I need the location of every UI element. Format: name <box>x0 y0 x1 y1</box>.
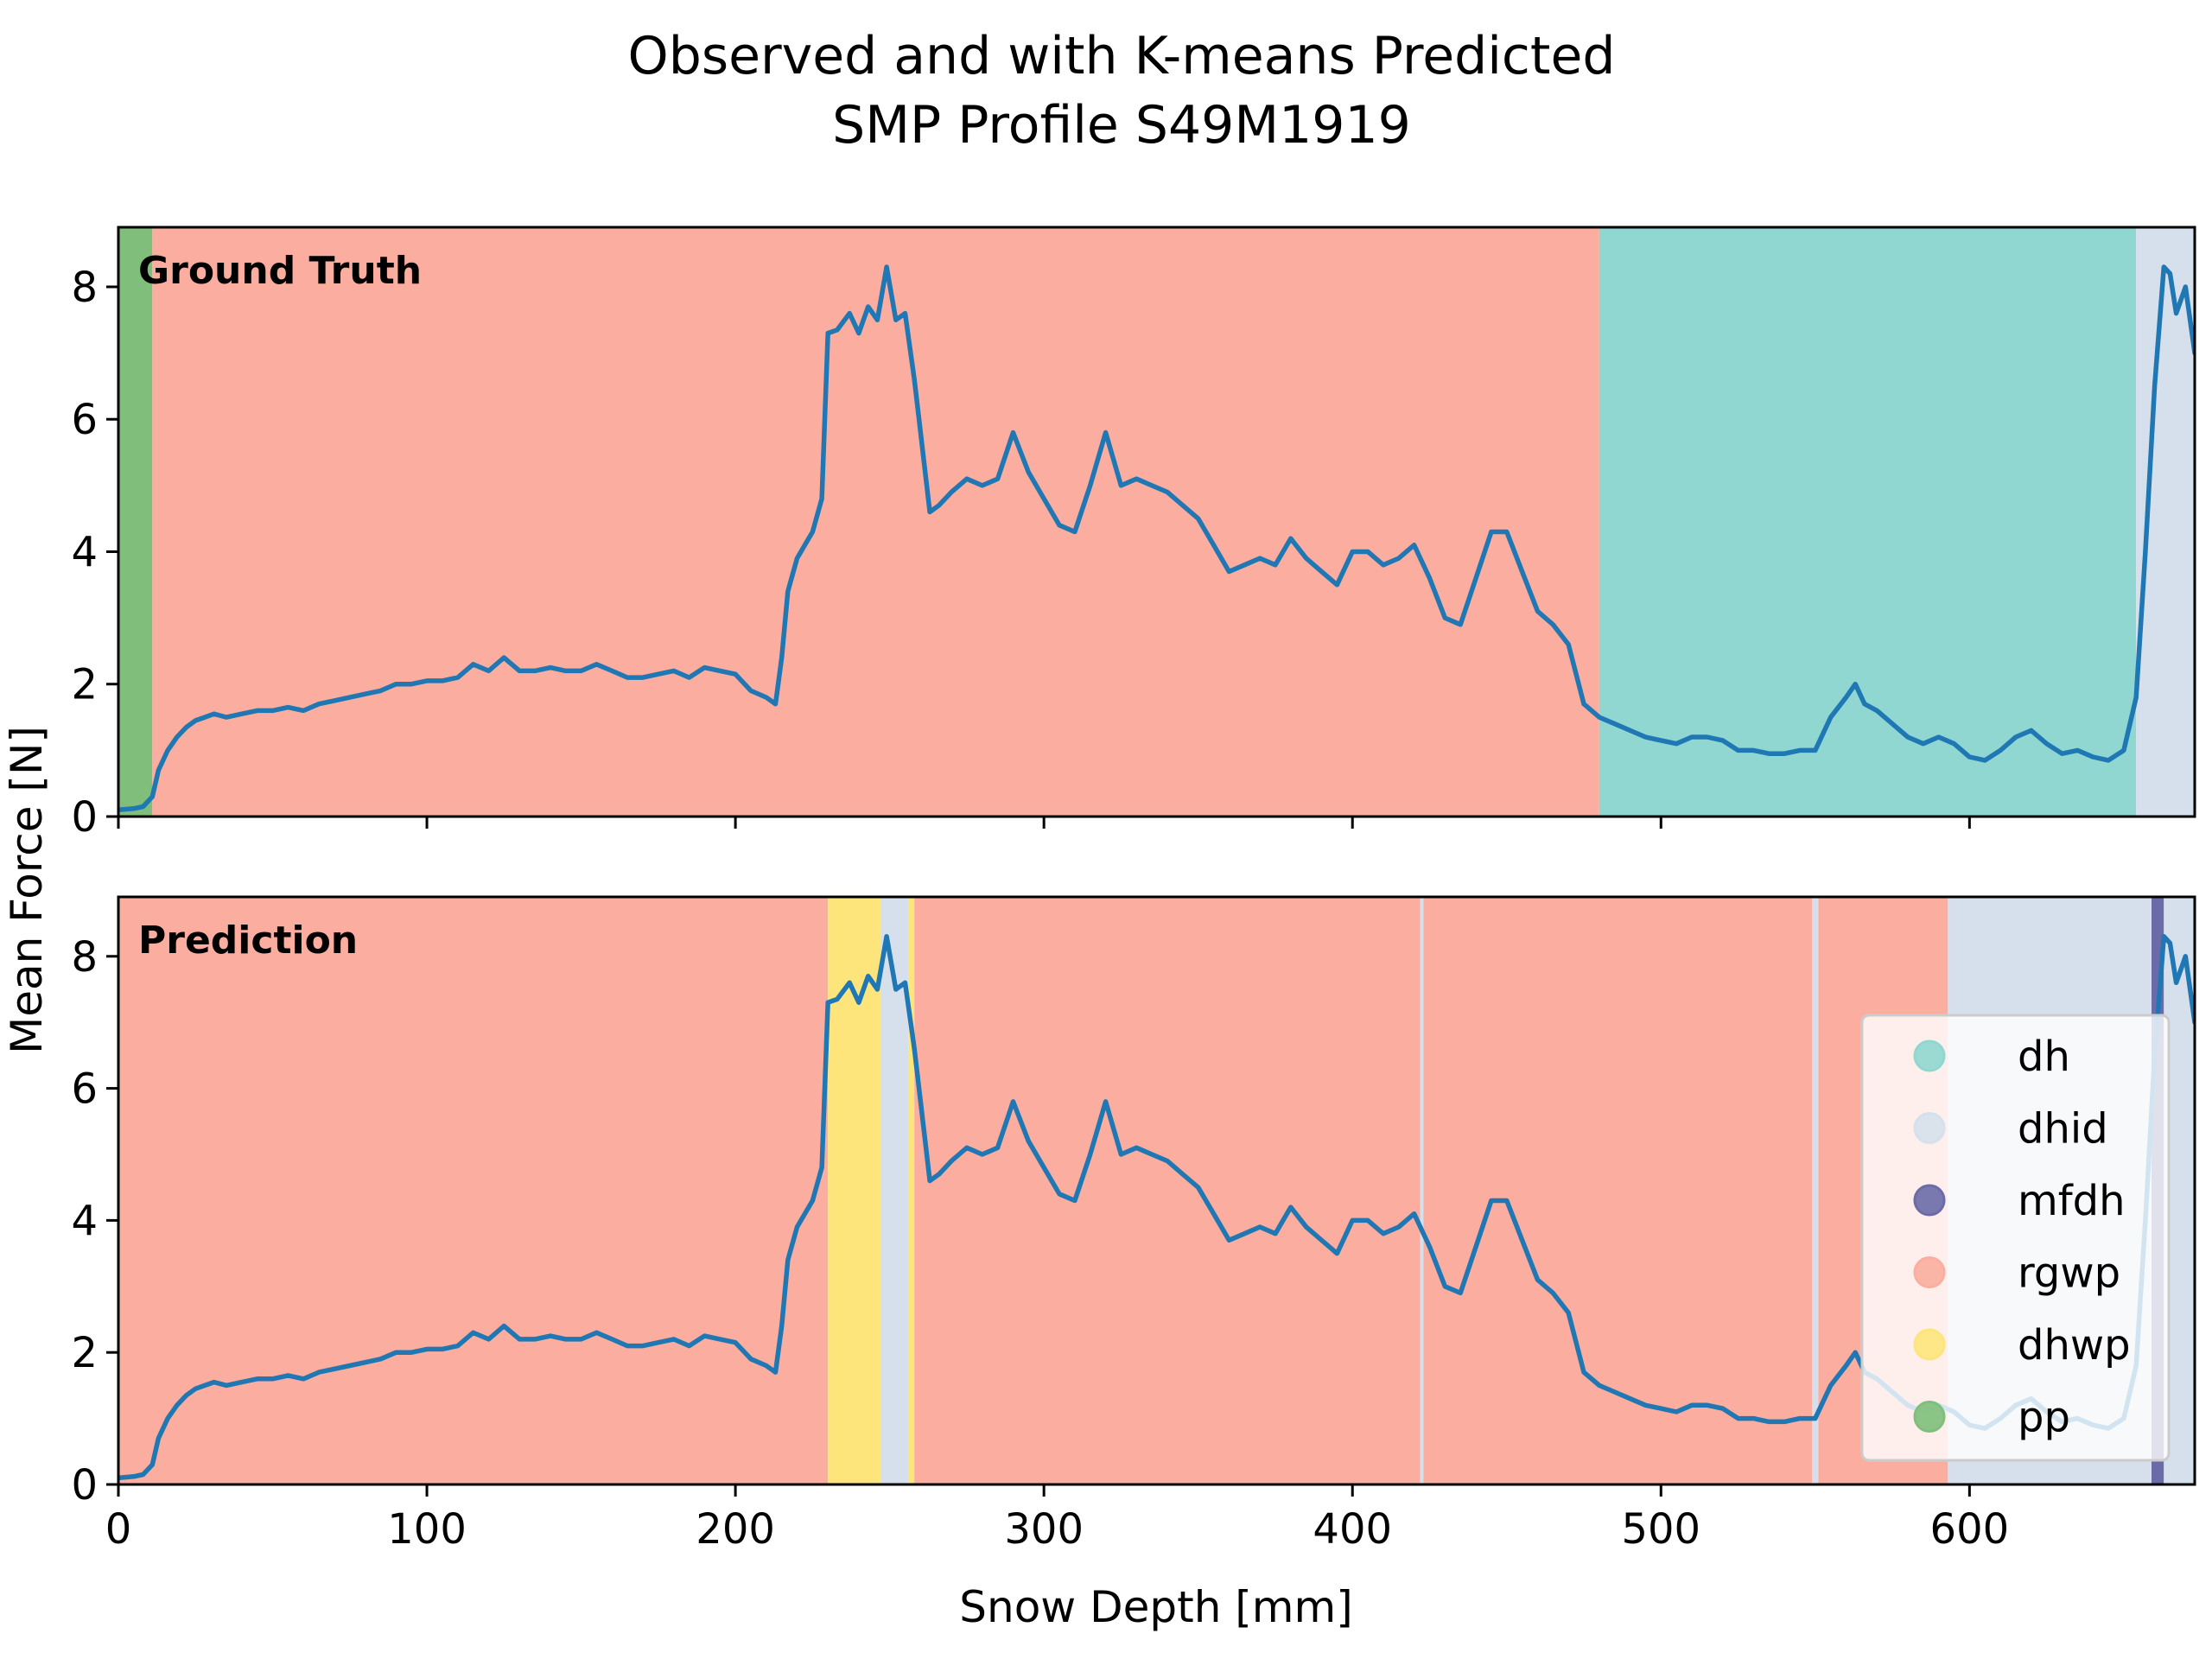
y-axis-label: Mean Force [N] <box>2 726 52 1054</box>
x-tick-label: 0 <box>105 1505 132 1554</box>
legend-label-dhwp: dhwp <box>2018 1321 2131 1370</box>
legend-marker-dhwp <box>1913 1328 1946 1361</box>
legend-marker-mfdh <box>1913 1184 1946 1217</box>
legend-label-pp: pp <box>2018 1394 2070 1442</box>
legend-label-rgwp: rgwp <box>2018 1249 2120 1298</box>
legend-marker-dhid <box>1913 1112 1946 1144</box>
y-tick-label: 4 <box>71 1197 98 1245</box>
axes-frame <box>117 895 2196 1486</box>
legend-label-mfdh: mfdh <box>2018 1177 2126 1225</box>
x-tick-label: 400 <box>1313 1505 1392 1554</box>
legend-box <box>1860 1014 2171 1462</box>
y-tick-label: 0 <box>71 793 98 842</box>
ground-truth-panel: 0 2 4 6 8 Ground Truth <box>71 226 2196 842</box>
segment-dhid <box>1812 897 1819 1484</box>
legend-marker-rgwp <box>1913 1256 1946 1288</box>
y-tick-label: 2 <box>71 661 98 709</box>
segment-dhid <box>880 897 909 1484</box>
y-tick-label: 8 <box>71 264 98 312</box>
panel-label: Ground Truth <box>138 249 422 293</box>
legend: dh dhid mfdh rgwp dhwp pp <box>1860 1014 2171 1462</box>
segment-rgwp <box>118 897 829 1484</box>
plot-area <box>118 227 2195 817</box>
segment-pp <box>118 227 153 817</box>
force-profile-line <box>118 264 2195 813</box>
legend-marker-dh <box>1913 1039 1946 1072</box>
x-tick-label: 300 <box>1004 1505 1084 1554</box>
x-tick-label: 200 <box>696 1505 775 1554</box>
y-tick-label: 8 <box>71 933 98 982</box>
segment-rgwp <box>914 897 1421 1484</box>
y-tick-label: 4 <box>71 528 98 576</box>
segment-dhwp <box>908 897 915 1484</box>
axes-frame <box>117 226 2196 818</box>
x-axis-label: Snow Depth [mm] <box>959 1582 1352 1632</box>
x-tick-label: 100 <box>387 1505 467 1554</box>
legend-label-dh: dh <box>2018 1033 2070 1081</box>
chart-title-line2: SMP Profile S49M1919 <box>832 95 1411 156</box>
chart-title-line1: Observed and with K-means Predicted <box>628 26 1616 86</box>
legend-label-dhid: dhid <box>2018 1105 2108 1154</box>
x-tick-label: 600 <box>1930 1505 2010 1554</box>
y-tick-label: 0 <box>71 1461 98 1510</box>
x-tick-label: 500 <box>1621 1505 1700 1554</box>
segment-dh <box>1599 227 2137 817</box>
y-tick-label: 6 <box>71 1065 98 1114</box>
y-tick-label: 6 <box>71 396 98 444</box>
segment-rgwp <box>152 227 1599 817</box>
segment-rgwp <box>1423 897 1813 1484</box>
y-tick-label: 2 <box>71 1329 98 1377</box>
legend-marker-pp <box>1913 1401 1946 1433</box>
panel-label: Prediction <box>138 918 358 963</box>
segment-dhid <box>1420 897 1424 1484</box>
